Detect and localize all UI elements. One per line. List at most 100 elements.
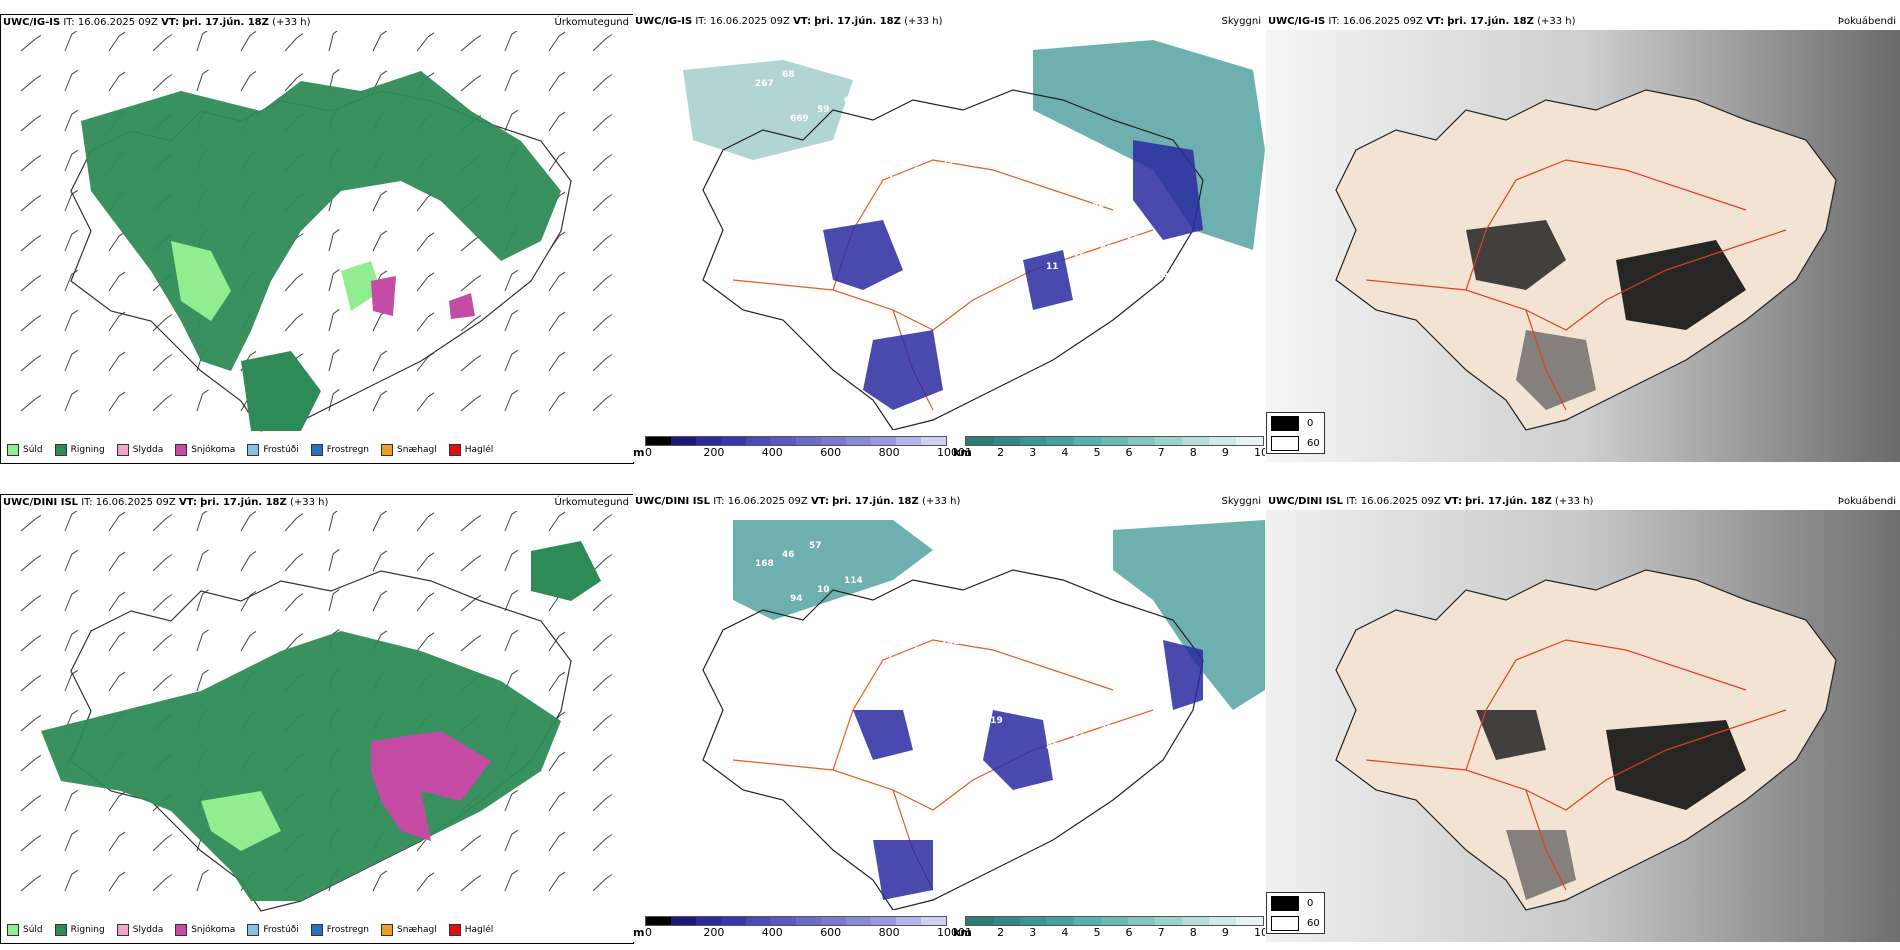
legend-item: Frostúði <box>247 924 299 936</box>
fog-legend-swatch <box>1271 895 1299 911</box>
fog-legend-swatch <box>1271 415 1299 431</box>
visibility-area <box>733 520 933 620</box>
ceiling-label: 195 <box>1011 707 1030 717</box>
wind-barb <box>504 109 519 132</box>
wind-barb <box>504 309 519 332</box>
wind-barb <box>108 591 126 612</box>
wind-barb <box>20 395 42 412</box>
ceiling-label: 58 <box>1170 794 1183 804</box>
wind-barb <box>372 230 388 252</box>
wind-barb <box>548 71 566 92</box>
wind-barb <box>284 593 304 612</box>
panel-header: UWC/DINI ISL IT: 16.06.2025 09Z VT: þri.… <box>3 497 329 508</box>
legend-item: Snjókoma <box>175 444 235 456</box>
legend-item: Haglél <box>448 444 494 456</box>
colorbar-segment <box>696 437 721 445</box>
wind-barb <box>20 835 42 852</box>
road-network <box>732 159 1154 411</box>
wind-barb <box>460 395 482 412</box>
ceiling-area-2 <box>983 710 1053 790</box>
ceiling-label: 109 <box>1178 358 1197 368</box>
colorbar-tick: 600 <box>820 446 842 459</box>
colorbar-tick: 5 <box>1093 446 1101 459</box>
ceiling-label: 87 <box>852 620 865 630</box>
wind-barb <box>504 31 518 52</box>
colorbar-unit: km <box>953 926 972 939</box>
road-network <box>1365 159 1787 411</box>
wind-barb <box>64 349 79 372</box>
wind-barb <box>548 791 566 812</box>
ceiling-label: 94 <box>790 594 803 604</box>
fog-legend-row: 60 <box>1267 913 1324 933</box>
colorbar-tick: 1 <box>965 446 972 459</box>
wind-barb <box>460 315 482 332</box>
road-network <box>1365 639 1787 891</box>
colorbar-segment <box>646 437 671 445</box>
colorbar-segment <box>1128 437 1155 445</box>
ceiling-label: 68 <box>1162 270 1175 280</box>
ceiling-label: 46 <box>1197 305 1210 315</box>
wind-barb <box>372 511 388 532</box>
ceiling-area-2 <box>863 330 943 410</box>
wind-barb <box>108 391 126 412</box>
legend-swatch <box>381 924 394 936</box>
ceiling-colorbar: m 0 200 400 600 800 1000 <box>633 916 965 940</box>
wind-barb <box>372 870 388 892</box>
wind-barb <box>548 311 566 332</box>
colorbar-segment <box>746 917 771 925</box>
panel-cloud-top: UWC/IG-IS IT: 16.06.2025 09Z VT: þri. 17… <box>1266 14 1900 462</box>
wind-barb <box>416 872 435 892</box>
wind-barb <box>592 794 613 812</box>
colorbar-segment <box>1074 917 1101 925</box>
wind-barb <box>240 630 257 652</box>
ceiling-label: 73 <box>1143 803 1156 813</box>
wind-barb <box>152 674 173 692</box>
wind-barb <box>548 31 566 52</box>
legend-label: Haglél <box>464 445 494 455</box>
colorbar-segment <box>1101 917 1128 925</box>
wind-barb <box>372 550 388 572</box>
wind-barb <box>20 115 42 132</box>
wind-barb <box>372 350 388 372</box>
wind-barb <box>592 274 613 292</box>
ceiling-labels: 313 669 265 493 354 109 267 76 91 11 35 84 59 84 68 66 6… <box>693 53 1218 402</box>
wind-barb <box>372 190 388 212</box>
ceiling-label: 86 <box>1092 200 1105 210</box>
ceiling-label: 198 <box>933 113 952 123</box>
ceiling-label: 166 <box>774 846 793 856</box>
ceiling-labels: 500 94 149 119 171 172 168 87 125 85 73 148 10 135 195… <box>693 533 1218 874</box>
ceiling-label: 66 <box>1108 288 1121 298</box>
colorbar-segment <box>1236 437 1263 445</box>
ceiling-map: 313 669 265 493 354 109 267 76 91 11 35 84 59 84 68 66 6… <box>683 40 1265 430</box>
fog-legend-row: 60 <box>1267 433 1324 453</box>
wind-barb <box>152 554 173 572</box>
wind-barb <box>416 512 435 532</box>
wind-barb <box>20 275 42 292</box>
legend-item: Súld <box>7 444 43 456</box>
ceiling-label: 61 <box>968 148 981 158</box>
wind-barb <box>328 69 340 92</box>
colorbar-segments <box>965 916 1264 926</box>
colorbar-segment <box>1128 917 1155 925</box>
visibility-area-2 <box>683 60 853 160</box>
fog-dark-area <box>1476 710 1546 760</box>
ceiling-label: 62 <box>1038 698 1051 708</box>
legend-item: Frostúði <box>247 444 299 456</box>
fog-dark-area <box>1466 220 1566 290</box>
colorbar-tick: 400 <box>761 926 783 939</box>
wind-barb <box>592 234 613 252</box>
ceiling-label: 153 <box>1073 253 1092 263</box>
fog-legend-label: 60 <box>1307 437 1320 449</box>
wind-barb <box>108 831 126 852</box>
colorbar-segment <box>896 437 921 445</box>
wind-barb <box>592 154 613 172</box>
wind-barb <box>64 309 79 332</box>
colorbar-tick: 10 <box>1254 446 1265 459</box>
ceiling-label: 56 <box>1073 733 1086 743</box>
ceiling-label: 171 <box>1081 777 1100 787</box>
ceiling-label: 153 <box>739 331 758 341</box>
ceiling-label: 54 <box>1135 759 1148 769</box>
colorbar-segment <box>1020 917 1047 925</box>
ceiling-area-4 <box>1163 640 1203 710</box>
ceiling-label: 29 <box>898 78 911 88</box>
